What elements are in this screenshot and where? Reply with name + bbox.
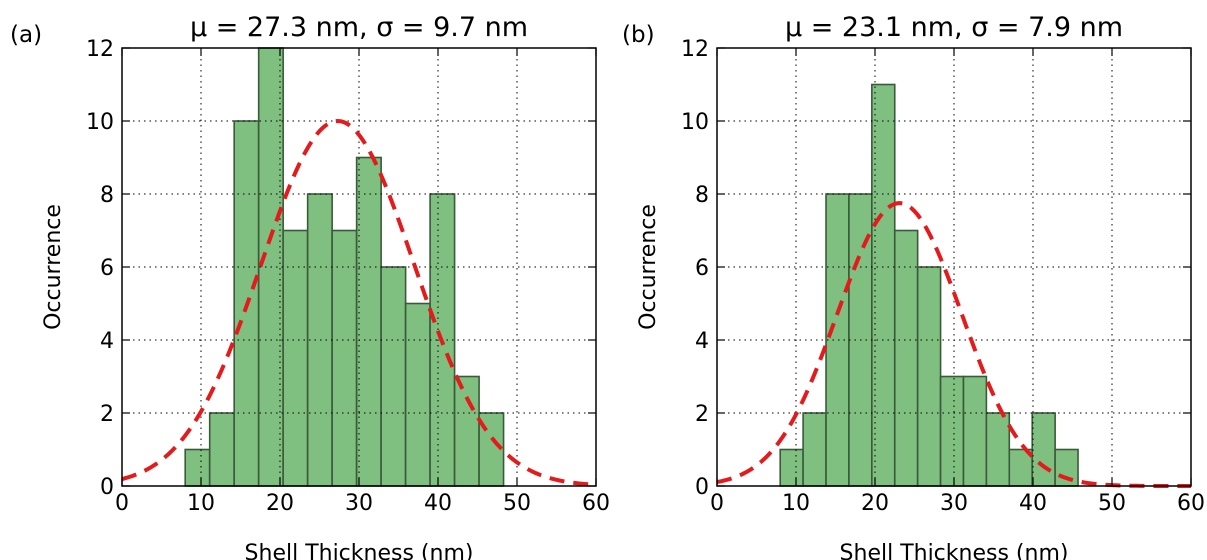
- panel-a-fit-curve: [121, 118, 597, 487]
- panel-b-y-tick-label: 2: [695, 402, 709, 427]
- panel-b: (b) μ = 23.1 nm, σ = 7.9 nm Shell Thickn…: [622, 12, 1205, 560]
- panel-b-x-tick-label: 60: [1177, 491, 1205, 516]
- panel-b-bar: [1054, 448, 1079, 487]
- panel-a-x-tick-label: 60: [582, 491, 610, 516]
- panel-b-bar: [825, 193, 850, 487]
- panel-b-label: (b): [622, 22, 655, 48]
- panel-b-x-tick-label: 30: [940, 491, 968, 516]
- panel-a-y-tick-label: 12: [86, 37, 114, 62]
- panel-a-y-tick-label: 0: [100, 475, 114, 500]
- panel-a-x-tick-label: 50: [503, 491, 531, 516]
- panel-b-y-tick-label: 8: [695, 183, 709, 208]
- panel-b-y-tick-label: 6: [695, 256, 709, 281]
- panel-a-x-tick-label: 30: [345, 491, 373, 516]
- panel-b-bar: [802, 412, 827, 487]
- panel-b-y-tick-label: 0: [695, 475, 709, 500]
- panel-b-bar: [916, 266, 942, 487]
- panel-a-y-tick-label: 4: [100, 329, 114, 354]
- panel-a-x-tick-label: 20: [266, 491, 294, 516]
- panel-a-ylabel: Occurrence: [41, 204, 66, 330]
- panel-b-bar: [962, 375, 988, 487]
- panel-a-bar: [404, 302, 431, 487]
- panel-a: (a) μ = 27.3 nm, σ = 9.7 nm Shell Thickn…: [10, 12, 610, 560]
- panel-a-y-tick-label: 2: [100, 402, 114, 427]
- panel-a-bar: [184, 448, 211, 487]
- panel-a-x-tick-label: 40: [424, 491, 452, 516]
- panel-b-bar: [893, 229, 919, 487]
- panel-a-label: (a): [10, 22, 42, 48]
- panel-a-bar: [355, 156, 382, 487]
- panel-b-bar: [779, 448, 804, 487]
- panel-a-xlabel: Shell Thickness (nm): [245, 541, 474, 560]
- panel-b-x-tick-label: 50: [1098, 491, 1126, 516]
- panel-a-title: μ = 27.3 nm, σ = 9.7 nm: [190, 12, 528, 43]
- panel-b-title: μ = 23.1 nm, σ = 7.9 nm: [785, 12, 1123, 43]
- panel-b-x-tick-label: 0: [710, 491, 724, 516]
- panel-a-bar: [306, 193, 333, 487]
- panel-a-bar: [331, 229, 358, 487]
- panel-a-x-tick-label: 10: [187, 491, 215, 516]
- panel-a-y-tick-label: 6: [100, 256, 114, 281]
- panel-a-x-tick-label: 0: [115, 491, 129, 516]
- panel-b-y-tick-label: 12: [681, 37, 709, 62]
- panel-a-bar: [208, 412, 235, 487]
- panel-b-bar: [985, 412, 1011, 487]
- panel-a-y-tick-label: 8: [100, 183, 114, 208]
- panel-b-x-tick-label: 20: [861, 491, 889, 516]
- panel-a-bar: [380, 266, 407, 487]
- panel-a-y-tick-label: 10: [86, 110, 114, 135]
- panel-b-y-tick-label: 4: [695, 329, 709, 354]
- panel-b-x-tick-label: 40: [1019, 491, 1047, 516]
- panel-b-x-tick-label: 10: [782, 491, 810, 516]
- panel-a-bar: [282, 229, 309, 487]
- panel-b-ylabel: Occurrence: [636, 204, 661, 330]
- panel-b-bar: [939, 375, 965, 487]
- panel-a-bar: [453, 375, 480, 487]
- panel-b-xlabel: Shell Thickness (nm): [840, 541, 1069, 560]
- panel-b-plot-area: 0 10 20 30 40 50 60 0 2 4 6 8 10 12: [681, 37, 1205, 516]
- panel-b-y-tick-label: 10: [681, 110, 709, 135]
- panel-a-plot-area: 0 10 20 30 40 50 60 0 2 4 6 8 10 12: [86, 37, 610, 516]
- panel-b-bar: [1031, 412, 1056, 487]
